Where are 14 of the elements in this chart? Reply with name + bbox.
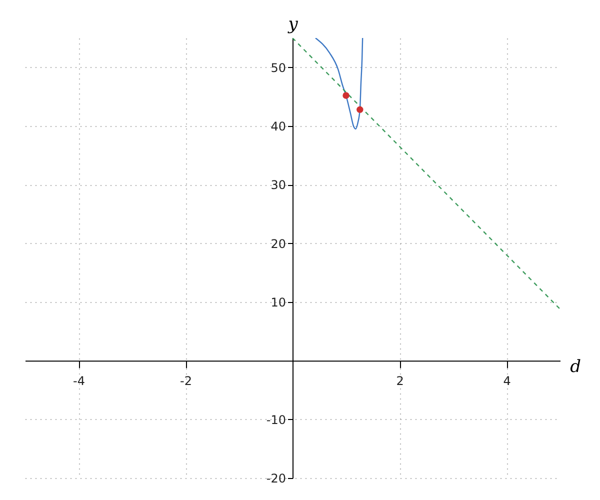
x-tick-label: -4 (73, 374, 85, 388)
y-tick-label: -20 (266, 472, 286, 486)
line-series (314, 38, 364, 130)
y-tick-label: 40 (270, 120, 286, 134)
y-tick-label: 10 (270, 296, 286, 310)
y-tick-label: -10 (266, 412, 286, 427)
y-tick-label: 20 (270, 236, 286, 251)
x-tick-label: -2 (180, 374, 192, 388)
x-axis-title: d (570, 357, 582, 378)
y-axis-title: y (287, 14, 298, 34)
x-tick-label: 4 (503, 374, 511, 388)
y-tick-label: 30 (270, 178, 286, 192)
y-tick-label: 50 (270, 60, 286, 75)
x-tick-label: 2 (396, 374, 404, 388)
